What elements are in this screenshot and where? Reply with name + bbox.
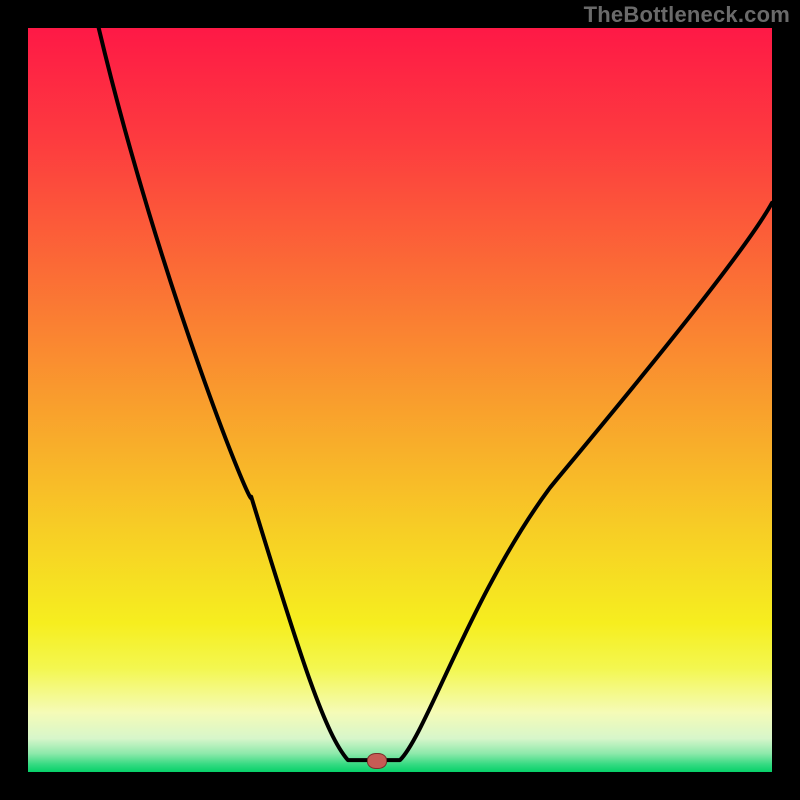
plot-area <box>28 28 772 772</box>
optimal-point-marker <box>367 753 387 769</box>
chart-frame: TheBottleneck.com <box>0 0 800 800</box>
curve-path <box>99 28 772 760</box>
watermark-text: TheBottleneck.com <box>584 2 790 28</box>
bottleneck-curve <box>28 28 772 772</box>
